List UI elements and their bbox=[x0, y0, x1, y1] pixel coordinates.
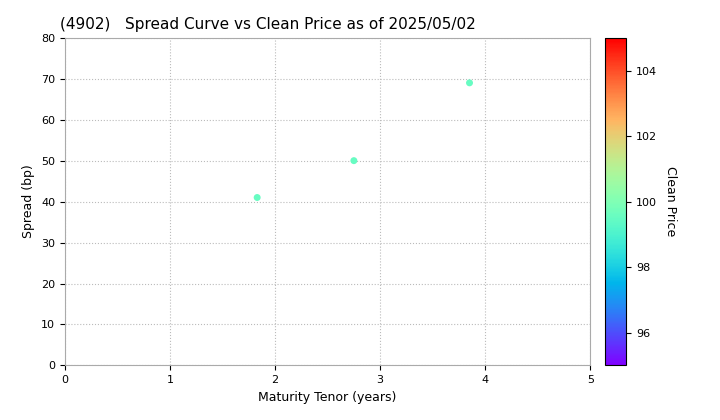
Text: (4902)   Spread Curve vs Clean Price as of 2025/05/02: (4902) Spread Curve vs Clean Price as of… bbox=[60, 18, 475, 32]
X-axis label: Maturity Tenor (years): Maturity Tenor (years) bbox=[258, 391, 397, 404]
Y-axis label: Clean Price: Clean Price bbox=[664, 166, 677, 237]
Point bbox=[348, 157, 360, 164]
Point bbox=[251, 194, 263, 201]
Point bbox=[464, 79, 475, 86]
Y-axis label: Spread (bp): Spread (bp) bbox=[22, 165, 35, 239]
